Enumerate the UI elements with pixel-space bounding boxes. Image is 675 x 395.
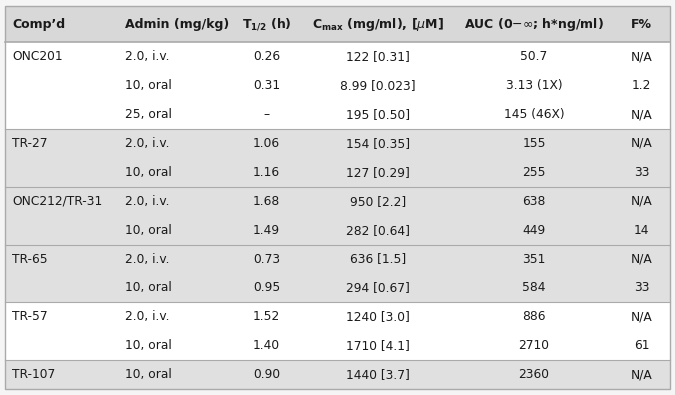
Text: 584: 584 [522,281,546,294]
Text: 61: 61 [634,339,649,352]
Text: AUC (0$-\infty$; h*ng/ml): AUC (0$-\infty$; h*ng/ml) [464,15,604,33]
Text: 1.49: 1.49 [253,224,280,237]
Text: N/A: N/A [631,195,653,208]
Text: 1.68: 1.68 [253,195,280,208]
Bar [5,158,670,187]
Text: 0.73: 0.73 [253,252,280,265]
Text: 33: 33 [634,281,649,294]
Text: 2710: 2710 [518,339,549,352]
Text: N/A: N/A [631,252,653,265]
Text: Comp’d: Comp’d [12,18,65,30]
Text: 1.52: 1.52 [253,310,280,324]
Text: 10, oral: 10, oral [125,79,172,92]
Text: 0.26: 0.26 [253,50,280,63]
Bar [5,187,670,216]
Text: 1440 [3.7]: 1440 [3.7] [346,368,410,381]
Text: 950 [2.2]: 950 [2.2] [350,195,406,208]
Text: 1.06: 1.06 [253,137,280,150]
Text: 10, oral: 10, oral [125,339,172,352]
Bar [5,360,670,389]
Text: ONC212/TR-31: ONC212/TR-31 [12,195,103,208]
Bar [5,71,670,100]
Text: 886: 886 [522,310,546,324]
Text: 0.31: 0.31 [253,79,280,92]
Text: 636 [1.5]: 636 [1.5] [350,252,406,265]
Text: 282 [0.64]: 282 [0.64] [346,224,410,237]
Text: 155: 155 [522,137,546,150]
Text: 2.0, i.v.: 2.0, i.v. [125,252,169,265]
Text: $\mathregular{T_{1/2}}$ (h): $\mathregular{T_{1/2}}$ (h) [242,16,292,32]
Text: $\mathregular{C_{max}}$ (mg/ml), [$\mu$M]: $\mathregular{C_{max}}$ (mg/ml), [$\mu$M… [312,15,444,33]
Bar [5,100,670,129]
Bar [5,129,670,158]
Bar [5,42,670,71]
Text: –: – [263,108,269,121]
Text: N/A: N/A [631,50,653,63]
Text: 10, oral: 10, oral [125,166,172,179]
Text: ONC201: ONC201 [12,50,63,63]
Text: 10, oral: 10, oral [125,281,172,294]
Text: 449: 449 [522,224,545,237]
Text: 638: 638 [522,195,545,208]
Bar [5,303,670,331]
Text: TR-65: TR-65 [12,252,48,265]
Text: 2.0, i.v.: 2.0, i.v. [125,137,169,150]
Text: 1.2: 1.2 [632,79,651,92]
Text: 2.0, i.v.: 2.0, i.v. [125,195,169,208]
Text: TR-27: TR-27 [12,137,48,150]
Bar [5,331,670,360]
Text: 1.40: 1.40 [253,339,280,352]
Text: 127 [0.29]: 127 [0.29] [346,166,410,179]
Text: 8.99 [0.023]: 8.99 [0.023] [340,79,416,92]
Text: 294 [0.67]: 294 [0.67] [346,281,410,294]
Text: 145 (46X): 145 (46X) [504,108,564,121]
Text: N/A: N/A [631,108,653,121]
Text: TR-57: TR-57 [12,310,48,324]
Text: 3.13 (1X): 3.13 (1X) [506,79,562,92]
Bar [5,245,670,273]
Text: 10, oral: 10, oral [125,224,172,237]
Text: 122 [0.31]: 122 [0.31] [346,50,410,63]
Text: 1240 [3.0]: 1240 [3.0] [346,310,410,324]
Text: 10, oral: 10, oral [125,368,172,381]
Text: 14: 14 [634,224,649,237]
Bar [5,6,670,42]
Text: N/A: N/A [631,137,653,150]
Text: 33: 33 [634,166,649,179]
Text: 195 [0.50]: 195 [0.50] [346,108,410,121]
Text: 2360: 2360 [518,368,549,381]
Text: 50.7: 50.7 [520,50,547,63]
Text: Admin (mg/kg): Admin (mg/kg) [125,18,230,30]
Text: 154 [0.35]: 154 [0.35] [346,137,410,150]
Text: 25, oral: 25, oral [125,108,172,121]
Text: 1.16: 1.16 [253,166,280,179]
Text: N/A: N/A [631,310,653,324]
Bar [5,273,670,303]
Bar [5,216,670,245]
Text: TR-107: TR-107 [12,368,55,381]
Text: F%: F% [631,18,652,30]
Text: 255: 255 [522,166,546,179]
Text: 0.90: 0.90 [253,368,280,381]
Text: 0.95: 0.95 [253,281,280,294]
Text: 1710 [4.1]: 1710 [4.1] [346,339,410,352]
Text: 2.0, i.v.: 2.0, i.v. [125,50,169,63]
Text: N/A: N/A [631,368,653,381]
Text: 351: 351 [522,252,545,265]
Text: 2.0, i.v.: 2.0, i.v. [125,310,169,324]
